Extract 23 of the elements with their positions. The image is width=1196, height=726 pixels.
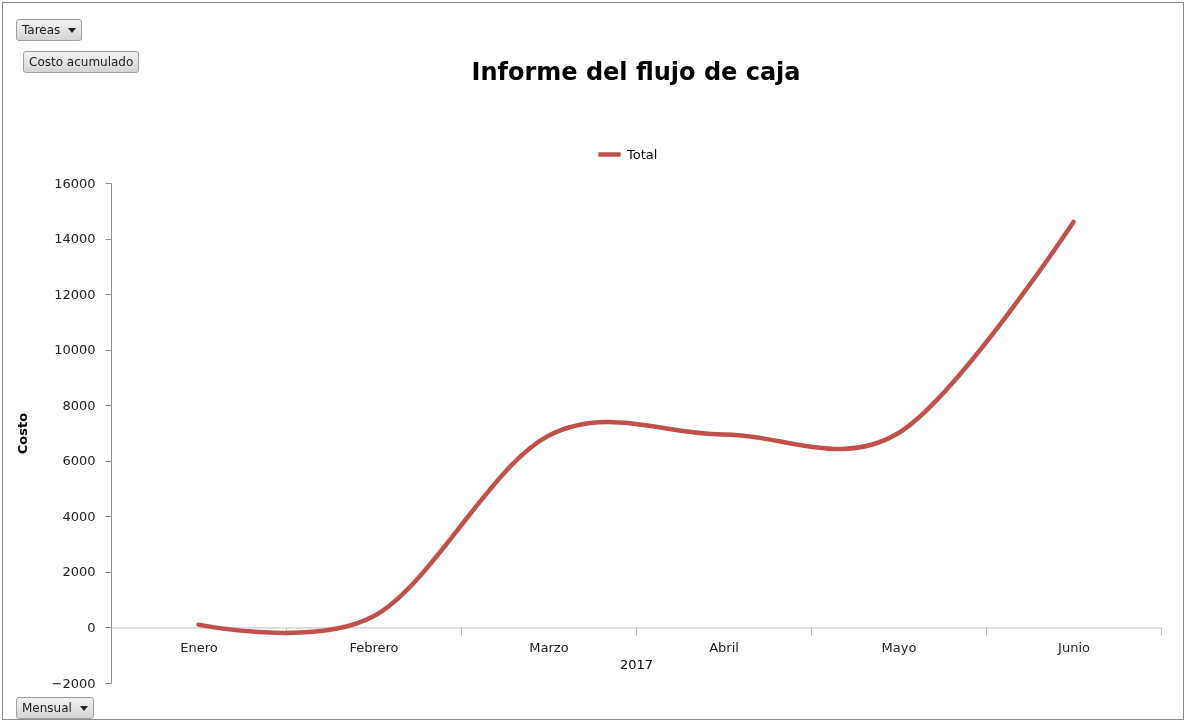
y-tick-label: 16000 [54, 175, 96, 191]
dropdown-button: Mensual [16, 697, 94, 719]
y-tick-label: 8000 [62, 397, 96, 413]
y-tick-label: 14000 [54, 231, 96, 247]
x-tick-label: Enero [180, 639, 218, 655]
y-tick-label: 12000 [54, 286, 96, 302]
y-tick-label: 6000 [62, 453, 96, 469]
dropdown-button: Tareas [16, 19, 83, 41]
x-tick-label: Febrero [349, 639, 399, 655]
x-tick-label: Marzo [529, 639, 569, 655]
y-tick-label: 2000 [62, 564, 96, 580]
x-tick-label: Abril [709, 639, 739, 655]
legend-label: Total [626, 146, 658, 162]
y-tick-label: 0 [87, 619, 96, 635]
x-tick-label: Mayo [881, 639, 917, 655]
y-axis-title: Costo [14, 412, 30, 455]
y-tick-label: 4000 [62, 508, 96, 524]
x-tick-label: Junio [1057, 639, 1090, 655]
chart-title: Informe del flujo de caja [471, 58, 801, 86]
y-tick-label: −2000 [51, 675, 96, 691]
x-axis-title: 2017 [619, 656, 654, 672]
y-tick-label: 10000 [54, 342, 96, 358]
button: Costo acumulado [23, 51, 140, 73]
